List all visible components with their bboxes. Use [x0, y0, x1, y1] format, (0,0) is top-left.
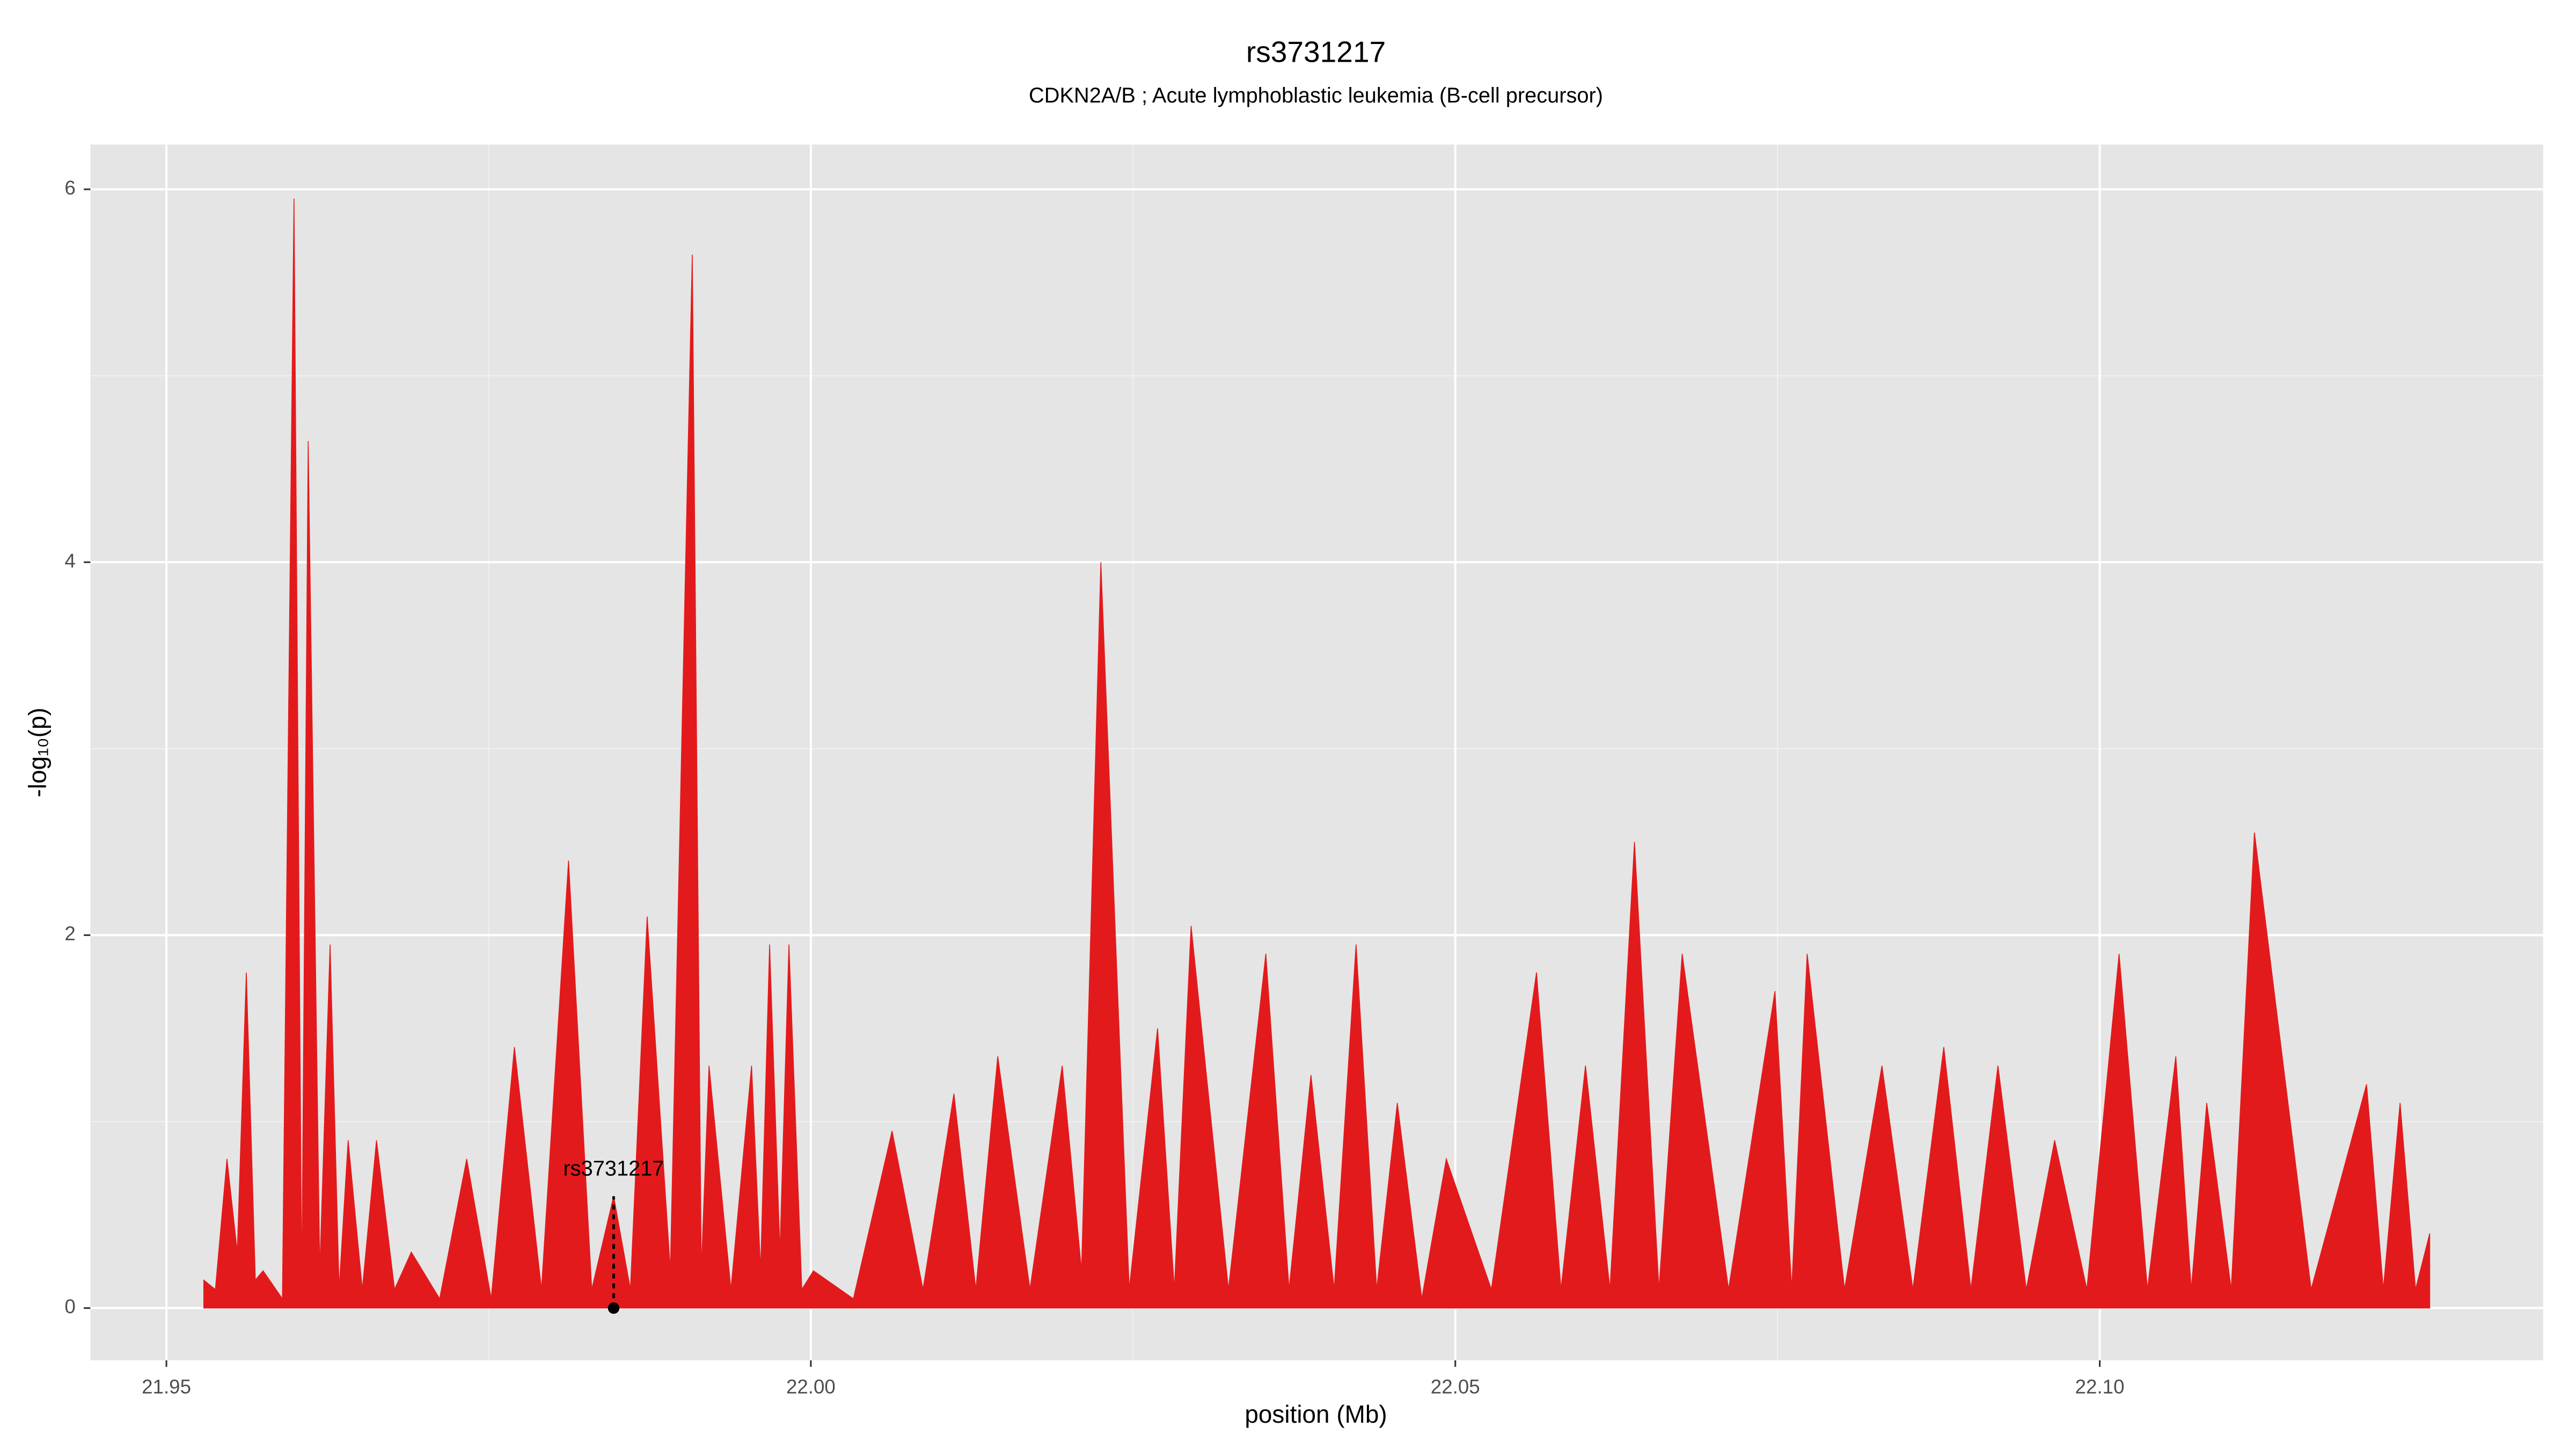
marks [203, 199, 2431, 1309]
y-tick-label: 4 [64, 550, 75, 572]
x-axis-label: position (Mb) [1245, 1400, 1387, 1428]
y-tick-label: 6 [64, 177, 75, 199]
chart-title: rs3731217 [1246, 35, 1386, 69]
area [203, 199, 2431, 1309]
y-axis-label: -log₁₀(p) [24, 707, 52, 797]
x-tick-label: 21.95 [142, 1375, 191, 1397]
chart-subtitle: CDKN2A/B ; Acute lymphoblastic leukemia … [1029, 84, 1603, 107]
x-tick-label: 22.05 [1431, 1375, 1480, 1397]
y-tick-label: 2 [64, 923, 75, 945]
x-tick-label: 22.10 [2075, 1375, 2125, 1397]
annotation-label: rs3731217 [563, 1157, 664, 1180]
annotation-point [608, 1302, 620, 1314]
y-tick-label: 0 [64, 1296, 75, 1318]
x-tick-label: 22.00 [786, 1375, 836, 1397]
